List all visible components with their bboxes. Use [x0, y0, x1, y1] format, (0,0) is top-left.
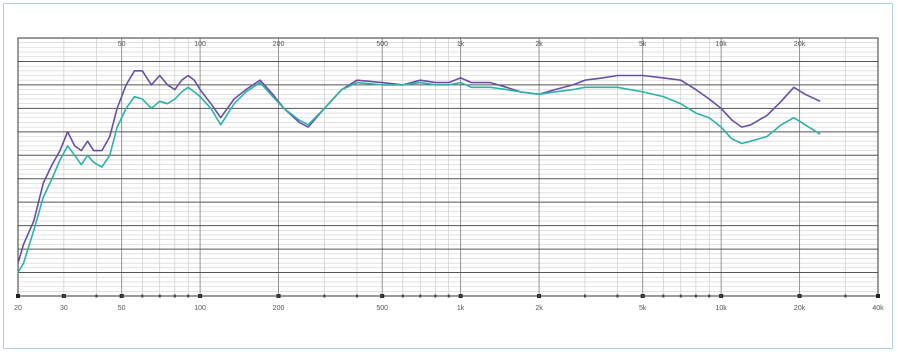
top-tick-label: 50	[118, 41, 126, 48]
minor-tick-marker	[641, 294, 644, 298]
minor-tick-marker	[538, 294, 541, 298]
minor-tick-marker	[187, 294, 190, 298]
minor-tick-marker	[381, 294, 384, 298]
minor-tick-marker	[447, 294, 450, 298]
bottom-tick-labels: 20 30 50 100 200 500 1k 2k 5k 10k 20k 40k	[14, 305, 884, 312]
minor-tick-marker	[694, 294, 697, 298]
bottom-tick-markers	[16, 294, 880, 298]
minor-tick-marker	[419, 294, 422, 298]
minor-tick-marker	[583, 294, 586, 298]
bottom-tick-label: 20k	[794, 305, 806, 312]
top-tick-label: 20k	[794, 41, 806, 48]
series-layer	[17, 70, 821, 273]
minor-tick-marker	[616, 294, 619, 298]
bottom-tick-label: 100	[194, 305, 206, 312]
bottom-tick-label: 10k	[716, 305, 728, 312]
minor-tick-marker	[141, 294, 144, 298]
bottom-tick-label: 40k	[872, 305, 884, 312]
minor-tick-marker	[708, 294, 711, 298]
bottom-tick-label: 2k	[535, 305, 543, 312]
bottom-tick-label: 200	[273, 305, 285, 312]
top-tick-labels: 50 100 200 500 1k 2k 5k 10k 20k	[118, 41, 806, 48]
minor-tick-marker	[355, 294, 358, 298]
bottom-tick-label: 30	[60, 305, 68, 312]
bottom-tick-label: 500	[376, 305, 388, 312]
series-line-2	[17, 81, 821, 273]
frequency-response-chart: 50 100 200 500 1k 2k 5k 10k 20k 20 30 50 100 200 500 1…	[14, 37, 884, 312]
bottom-tick-label: 50	[118, 305, 126, 312]
minor-tick-marker	[798, 294, 801, 298]
minor-tick-marker	[679, 294, 682, 298]
minor-tick-marker	[434, 294, 437, 298]
minor-tick-marker	[277, 294, 280, 298]
minor-tick-marker	[401, 294, 404, 298]
tick-marker	[16, 294, 20, 298]
minor-tick-marker	[662, 294, 665, 298]
minor-tick-marker	[844, 294, 847, 298]
top-tick-label: 200	[273, 41, 285, 48]
top-tick-label: 10k	[716, 41, 728, 48]
top-tick-label: 5k	[639, 41, 647, 48]
bottom-tick-label: 5k	[639, 305, 647, 312]
minor-tick-marker	[62, 294, 65, 298]
top-tick-label: 1k	[457, 41, 465, 48]
minor-tick-marker	[323, 294, 326, 298]
chart-frame: 50 100 200 500 1k 2k 5k 10k 20k 20 30 50 100 200 500 1…	[3, 3, 893, 349]
minor-tick-marker	[120, 294, 123, 298]
minor-tick-marker	[95, 294, 98, 298]
minor-tick-marker	[199, 294, 202, 298]
bottom-tick-label: 20	[14, 305, 22, 312]
minor-grid	[18, 38, 879, 296]
top-tick-label: 500	[376, 41, 388, 48]
top-tick-label: 100	[194, 41, 206, 48]
bottom-tick-label: 1k	[457, 305, 465, 312]
minor-tick-marker	[459, 294, 462, 298]
minor-tick-marker	[173, 294, 176, 298]
minor-tick-marker	[720, 294, 723, 298]
series-line-1	[17, 70, 821, 264]
tick-marker	[876, 294, 880, 298]
minor-tick-marker	[158, 294, 161, 298]
top-tick-label: 2k	[535, 41, 543, 48]
